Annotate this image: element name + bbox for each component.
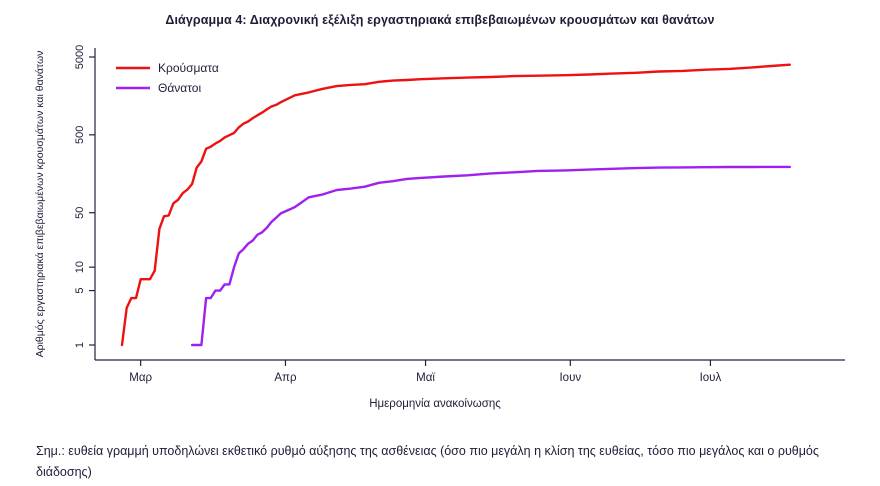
chart-title: Διάγραμμα 4: Διαχρονική εξέλιξη εργαστηρ…: [165, 13, 715, 27]
x-tick-label: Ιουλ: [700, 372, 722, 384]
x-axis-title: Ημερομηνία ανακοίνωσης: [369, 398, 501, 410]
y-tick-label: 5000: [74, 45, 86, 69]
y-axis-title: Αριθμός εργαστηριακά επιβεβαιωμένων κρου…: [34, 51, 46, 358]
x-tick-label: Μαρ: [129, 372, 152, 384]
legend-label-1: Θάνατοι: [158, 81, 201, 95]
y-tick-label: 1: [74, 342, 86, 348]
footnote: Σημ.: ευθεία γραμμή υποδηλώνει εκθετικό …: [36, 444, 819, 479]
y-tick-label: 500: [74, 126, 86, 144]
x-tick-label: Απρ: [274, 372, 297, 384]
series-line-deaths: [190, 165, 791, 347]
y-tick-label: 5: [74, 288, 86, 294]
y-tick-label: 10: [74, 261, 86, 273]
legend-label-0: Κρούσματα: [158, 61, 219, 75]
x-tick-label: Μαϊ: [416, 372, 435, 384]
y-tick-label: 50: [74, 207, 86, 219]
series-line-cases: [120, 63, 791, 347]
chart-canvas: 1 5 10 50 500 5000 Μαρ Απρ Μαϊ Ιουν Ιουλ Ημερομηνία…: [34, 45, 845, 410]
x-tick-label: Ιουν: [559, 372, 581, 384]
